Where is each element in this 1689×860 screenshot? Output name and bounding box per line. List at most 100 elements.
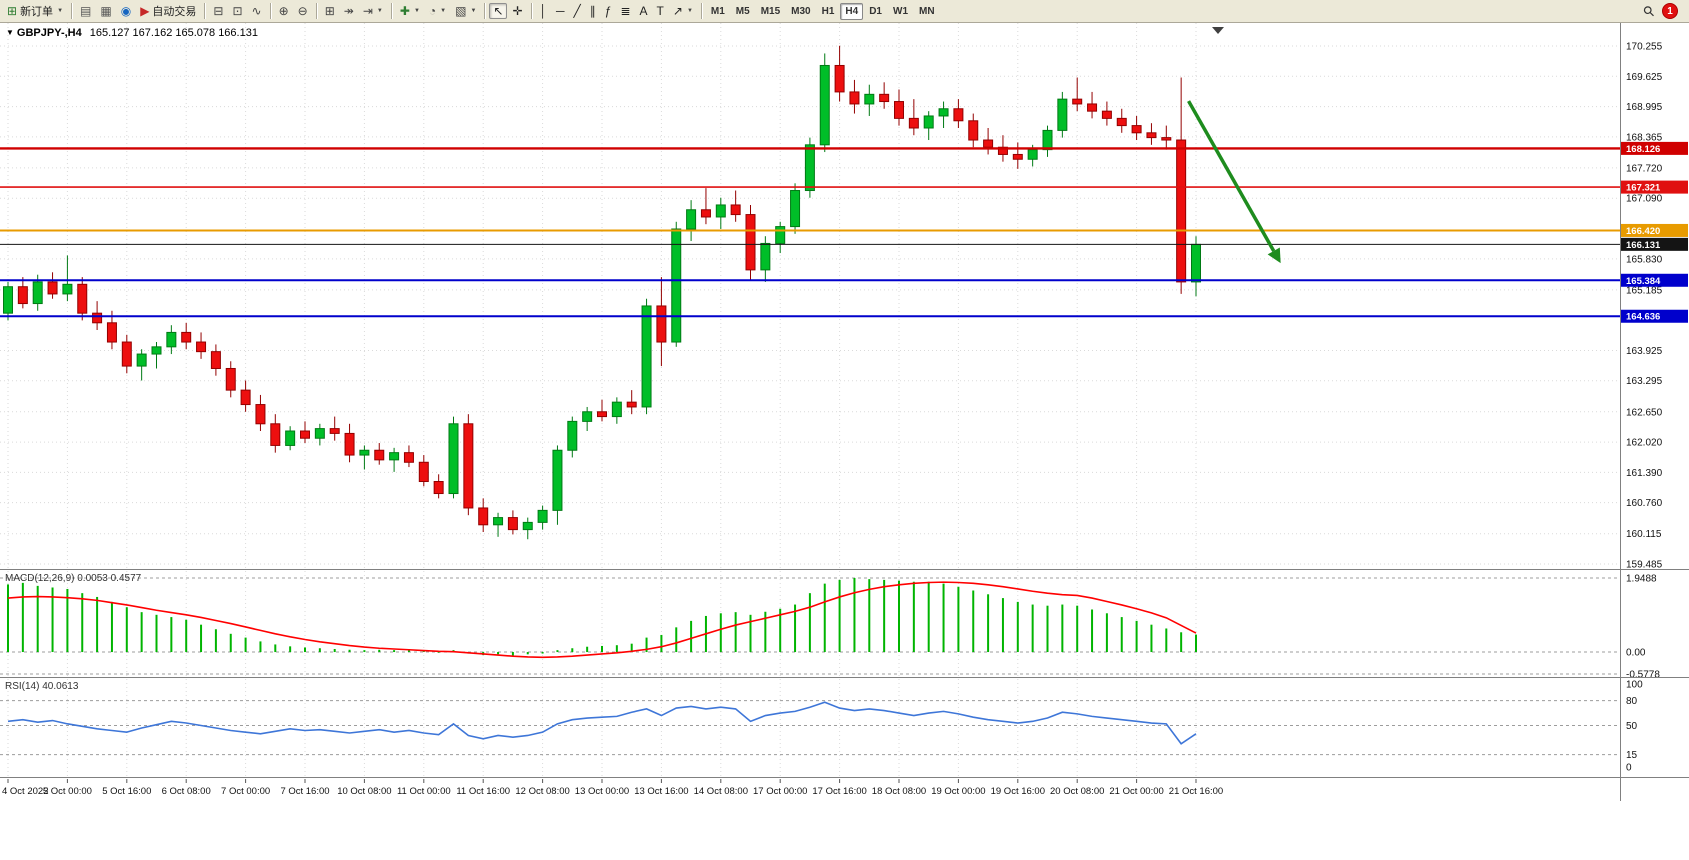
candle [938,101,949,128]
horizontal-line-icon[interactable]: ─ [552,3,569,19]
chart-shift-marker[interactable] [1212,27,1224,34]
line-chart-icon[interactable]: ∿ [248,3,266,19]
candle [552,445,563,525]
candle [864,84,875,116]
search-icon[interactable]: ⚲ [1639,1,1658,20]
candle [478,498,489,533]
text-label-icon[interactable]: T [653,3,668,19]
indicators-icon[interactable]: ✚ ▼ [396,3,424,19]
timeframe-m1-button[interactable]: M1 [710,5,725,17]
market-watch-icon[interactable]: ▤ [76,3,95,19]
time-axis-label: 19 Oct 00:00 [931,786,985,797]
toolbar-separator [269,3,271,19]
candle [1087,91,1098,119]
fibonacci-icon[interactable]: ƒ [601,3,616,19]
candle [641,298,652,415]
time-axis-label: 13 Oct 16:00 [634,786,688,797]
candle [686,200,697,242]
price-axis-label: 167.720 [1626,163,1663,174]
timeframe-h1-button[interactable]: H1 [821,5,835,17]
chart-shift-icon[interactable]: ⇥ ▼ [359,3,387,19]
time-axis-label: 21 Oct 16:00 [1169,786,1223,797]
crosshair-icon[interactable]: ✛ [508,3,526,19]
channel-icon[interactable]: ∥ [586,3,600,19]
candle [879,82,890,109]
timeframe-d1-button[interactable]: D1 [869,5,882,17]
grid-lines-icon[interactable]: ≣ [616,3,634,19]
auto-trading-label: 自动交易 [152,6,197,18]
tile-windows-icon: ⊞ [324,4,335,18]
timeframe-m30-button[interactable]: M30 [791,5,811,17]
data-window-icon[interactable]: ▦ [96,3,115,19]
candle [151,342,162,369]
candle [1101,101,1112,126]
toolbar-right: ⚲ 1 [1639,1,1686,20]
timeframe-m15-button[interactable]: M15 [760,5,781,17]
text-icon[interactable]: A [636,3,652,19]
new-order-caret-icon: ▼ [57,8,64,14]
candle [1042,125,1053,157]
candle [626,390,637,415]
templates-icon[interactable]: ▧ ▼ [451,3,480,19]
candle [493,512,504,537]
price-axis-label: 168.365 [1626,132,1663,143]
candle [522,517,533,540]
trend-arrow-annotation[interactable] [1187,100,1281,264]
trendline-icon: ╱ [573,4,581,18]
line-chart-icon: ∿ [251,4,262,18]
price-axis-label: 163.295 [1626,376,1663,387]
indicators-icon: ✚ [399,4,410,18]
new-order-button[interactable]: ⊞ 新订单 ▼ [3,1,67,21]
toolbar-separator [484,3,486,19]
macd-axis-label: 0.00 [1626,648,1646,659]
candles-layer [3,45,1201,540]
time-axis-label: 6 Oct 08:00 [162,786,211,797]
zoom-in-icon[interactable]: ⊕ [275,3,293,19]
cursor-icon[interactable]: ↖ [489,3,508,19]
macd-axis-label: 1.9488 [1626,573,1657,584]
candle [507,510,518,535]
candle [671,221,682,347]
navigator-icon[interactable]: ◉ [117,3,135,19]
notification-badge[interactable]: 1 [1662,3,1678,19]
price-tag-168.126 [1621,141,1688,155]
candle [47,272,58,299]
candle [329,416,340,441]
candle [77,277,88,321]
rsi-axis-label: 50 [1626,721,1638,732]
tile-windows-icon[interactable]: ⊞ [321,3,339,19]
timeframe-m5-button[interactable]: M5 [735,5,750,17]
time-axis-label: 4 Oct 2022 [2,786,48,797]
toolbar-separator [530,3,532,19]
bar-chart-icon[interactable]: ⊟ [209,3,227,19]
price-tag-label: 165.384 [1626,276,1661,287]
new-order-icon: ⊞ [7,4,18,18]
grid-lines-icon: ≣ [620,4,631,18]
zoom-out-icon[interactable]: ⊖ [294,3,312,19]
candle [834,45,845,102]
toolbar-separator [315,3,317,19]
rsi-axis-label: 0 [1626,763,1632,774]
trendline-icon[interactable]: ╱ [570,3,585,19]
candle [136,349,147,381]
candle [760,236,771,282]
periods-icon[interactable]: ◔ ▼ [425,3,450,19]
timeframe-w1-button[interactable]: W1 [893,5,908,17]
toolbar-separator [700,3,702,19]
level-lines-layer [0,147,1620,318]
candle [1176,77,1187,294]
horizontal-line-icon: ─ [556,4,565,18]
candle [181,322,192,350]
arrows-icon[interactable]: ↗ ▼ [669,3,697,19]
timeframe-mn-button[interactable]: MN [919,5,935,17]
vertical-line-icon[interactable]: │ [536,3,552,19]
auto-scroll-icon[interactable]: ↠ [340,3,358,19]
candlestick-chart-icon[interactable]: ⊡ [228,3,246,19]
timeframe-h4-button[interactable]: H4 [840,2,864,20]
auto-trading-button[interactable]: ▶ 自动交易 [136,1,200,21]
candle [894,89,904,126]
chart-window[interactable]: 4 Oct 2022 5 Oct 00:00 5 Oct 16:00 6 Oct 08… [0,23,1689,860]
candle [344,423,355,463]
